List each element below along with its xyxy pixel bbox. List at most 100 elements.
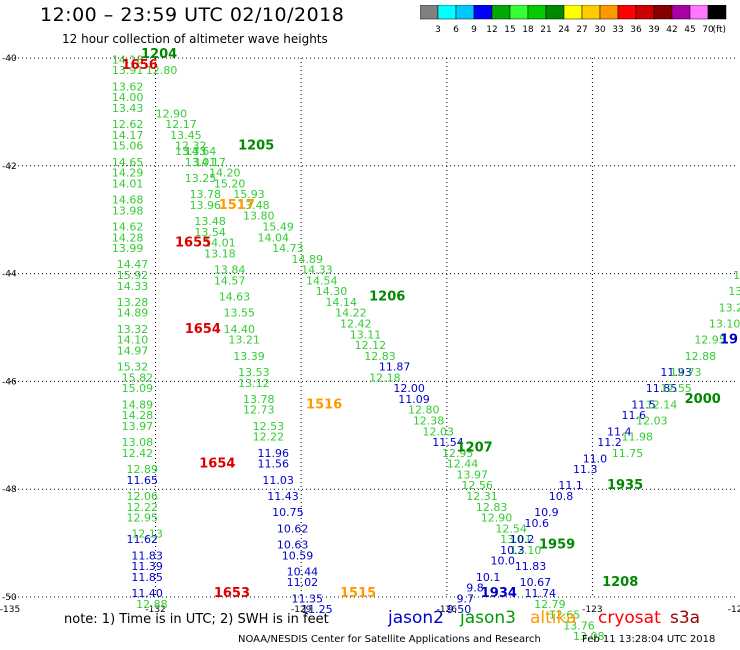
legend-swatch: [707, 5, 727, 20]
wave-height-point: 15.82: [122, 371, 154, 384]
wave-height-point: 11.56: [258, 458, 290, 471]
wave-height-point: 13.55: [224, 307, 256, 320]
track-time-label: 1655: [175, 236, 211, 251]
wave-height-point: 13.97: [122, 420, 154, 433]
legend-tick-label: 36: [630, 25, 642, 35]
wave-height-point: 13.21: [228, 334, 260, 347]
wave-height-point: 14.68: [112, 194, 144, 207]
legend-tick-label: 45: [684, 25, 695, 35]
wave-height-point: 14.64: [185, 145, 217, 158]
legend-tick-label: 21: [540, 25, 551, 35]
wave-height-point: 9.8: [466, 582, 484, 595]
legend-unit: (ft): [712, 25, 726, 35]
wave-height-point: 15.92: [117, 269, 149, 282]
wave-height-point: 12.53: [253, 420, 285, 433]
wave-height-point: 14.28: [122, 409, 154, 422]
wave-height-point: 13.43: [112, 102, 144, 115]
wave-height-point: 10.0: [490, 555, 514, 568]
chart-subtitle: 12 hour collection of altimeter wave hei…: [62, 32, 328, 46]
wave-height-point: 13.10: [709, 318, 740, 331]
track-time-label: 1515: [340, 586, 376, 601]
wave-height-point: 15.20: [214, 177, 246, 190]
legend-tick-label: 24: [558, 25, 570, 35]
x-tick-label: -135: [0, 605, 20, 615]
wave-height-point: 14.29: [112, 167, 144, 180]
legend-tick-label: 70: [702, 25, 714, 35]
wave-height-point: 13.08: [122, 436, 154, 449]
wave-height-point: 12.54: [495, 522, 527, 535]
wave-height-point: 15.93: [233, 188, 265, 201]
wave-height-point: 13.78: [190, 188, 222, 201]
wave-height-point: 12.62: [112, 118, 144, 131]
track-time-label: 1516: [306, 397, 342, 412]
wave-height-point: 10.8: [549, 490, 574, 503]
wave-height-point: 12.22: [126, 501, 158, 514]
wave-height-point: 15.32: [117, 361, 149, 374]
y-tick-label: -40: [2, 54, 17, 64]
wave-height-point: 11.35: [291, 592, 323, 605]
track-time-label: 1517: [219, 198, 255, 213]
wave-height-point: 13.40: [728, 285, 740, 298]
wave-height-point: 12.10: [510, 544, 541, 557]
wave-height-point: 12.83: [476, 501, 508, 514]
wave-height-point: 14.20: [209, 167, 241, 180]
wave-height-point: 11.98: [622, 431, 654, 444]
wave-height-point: 12.38: [413, 415, 445, 428]
wave-height-point: 12.13: [131, 528, 163, 541]
note-text: note: 1) Time is in UTC; 2) SWH is in fe…: [64, 612, 329, 627]
wave-height-point: 13.25: [185, 172, 217, 185]
wave-height-point: 14.17: [194, 156, 226, 169]
axis-tick-labels: -135 -132 -129 -126 -123 -120 -40 -42 -44 -46 -48 -…: [0, 54, 740, 615]
legend-tick-label: 33: [612, 25, 623, 35]
legend-tick-label: 27: [576, 25, 587, 35]
wave-height-point: 14.54: [306, 274, 338, 287]
wave-height-point: 12.22: [253, 431, 285, 444]
track-time-label: 1653: [214, 586, 250, 601]
wave-height-point: 12.00: [393, 382, 425, 395]
y-tick-label: -44: [2, 270, 17, 280]
wave-height-point: 13.53: [238, 366, 270, 379]
wave-height-point: 11.85: [131, 571, 163, 584]
wave-height-point: 13.01: [500, 533, 531, 546]
wave-height-point: 13.01: [185, 156, 217, 169]
wave-height-point: 11.2: [597, 436, 622, 449]
wave-height-point: 13.58: [733, 269, 740, 282]
wave-height-point: 14.73: [272, 242, 304, 255]
wave-height-point: 12.06: [126, 490, 158, 503]
wave-height-point: 14.04: [258, 231, 290, 244]
wave-height-point: 11.75: [612, 447, 644, 460]
x-tick-label: -132: [145, 605, 165, 615]
wave-height-point: 14.01: [204, 237, 236, 250]
wave-height-point: 10.62: [277, 522, 309, 535]
legend-tick-label: 39: [648, 25, 660, 35]
track-time-label: 1654: [185, 322, 221, 337]
track-time-label: 1204: [141, 47, 177, 62]
wave-height-point: 14.63: [219, 291, 251, 304]
wave-height-point: 13.25: [719, 301, 740, 314]
wave-height-point: 11.3: [573, 463, 598, 476]
wave-height-point: 12.55: [660, 382, 692, 395]
wave-height-point: 13.48: [194, 215, 226, 228]
legend-tick-label: 18: [522, 25, 534, 35]
wave-height-point: 13.54: [194, 226, 226, 239]
wave-height-point: 12.32: [175, 140, 207, 153]
wave-height-point: 12.95: [126, 512, 158, 525]
wave-height-point: 11.1: [558, 479, 583, 492]
wave-height-point: 11.03: [262, 474, 294, 487]
wave-height-point: 11.54: [432, 436, 464, 449]
wave-height-point: 14.18: [112, 53, 144, 66]
wave-height-point: 13.99: [112, 242, 144, 255]
wave-height-point: 12.79: [534, 598, 566, 611]
wave-height-point: 14.10: [117, 334, 149, 347]
wave-height-point: 12.73: [670, 366, 702, 379]
wave-height-point: 14.33: [117, 280, 149, 293]
wave-height-point: 11.02: [287, 576, 319, 589]
wave-height-point: 14.62: [112, 220, 144, 233]
satellite-legend-cryosat: cryosat: [598, 608, 661, 628]
satellite-legend-s3a: s3a: [670, 608, 701, 628]
wave-height-point: 10.3: [500, 544, 524, 557]
wave-height-point: 12.83: [364, 350, 396, 363]
wave-height-point: 14.33: [301, 264, 333, 277]
track-time-label: 1206: [369, 290, 405, 305]
wave-height-point: 14.28: [112, 231, 144, 244]
